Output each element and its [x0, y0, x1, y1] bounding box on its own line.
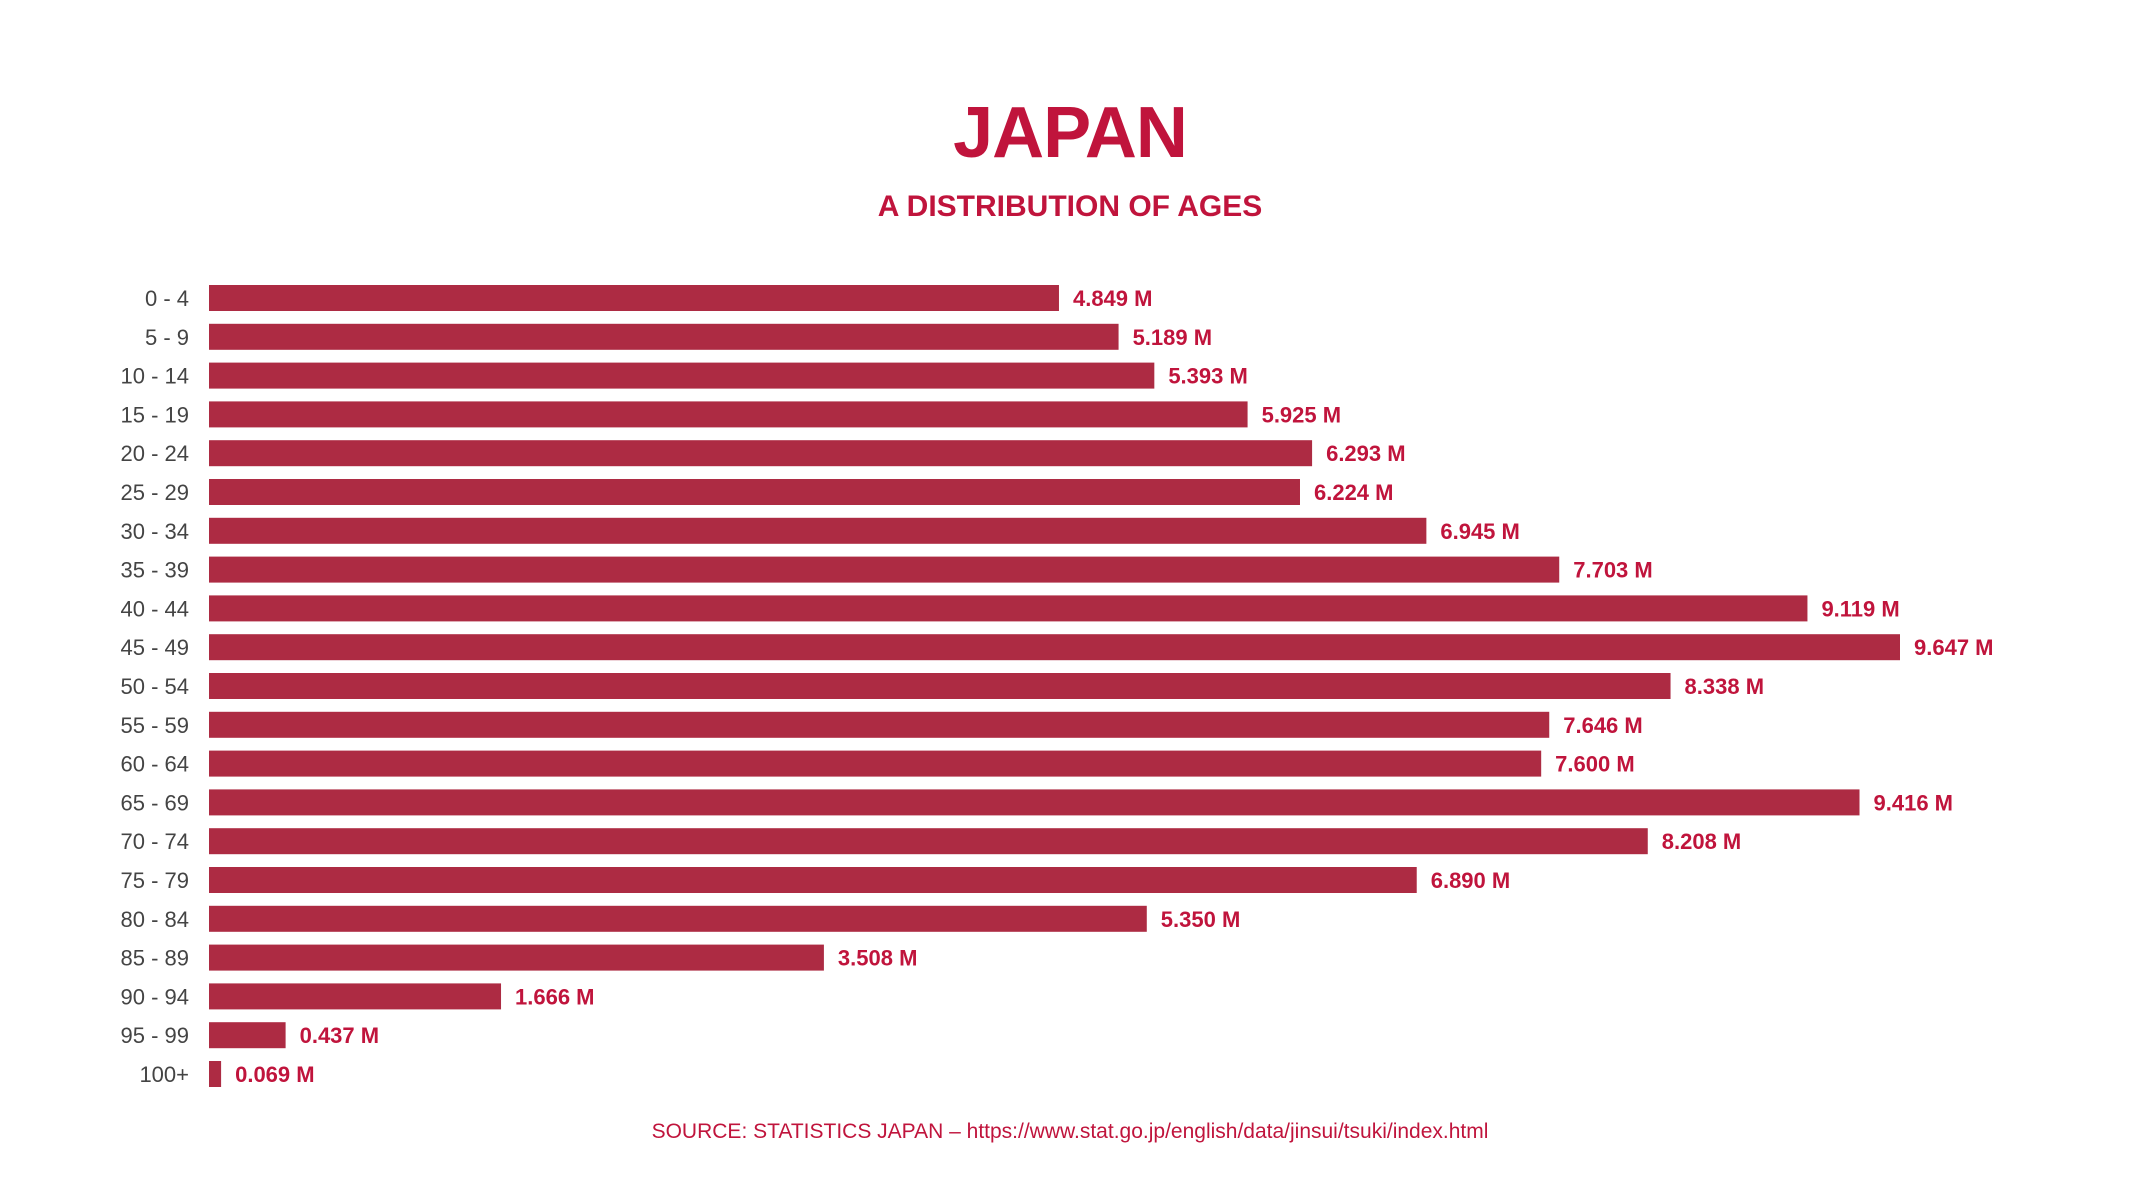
category-label: 25 - 29: [121, 480, 190, 505]
value-label: 5.350 M: [1161, 907, 1241, 932]
value-label: 5.925 M: [1262, 402, 1342, 427]
category-label: 65 - 69: [121, 790, 190, 815]
bar: [209, 556, 1560, 583]
category-label: 35 - 39: [121, 558, 190, 583]
value-label: 1.666 M: [515, 984, 595, 1009]
source-note: SOURCE: STATISTICS JAPAN – https://www.s…: [651, 1120, 1489, 1143]
category-label: 30 - 34: [121, 519, 190, 544]
value-label: 9.647 M: [1914, 635, 1994, 660]
bar: [209, 983, 502, 1010]
value-label: 6.945 M: [1440, 519, 1520, 544]
value-label: 7.703 M: [1573, 558, 1653, 583]
bar: [209, 905, 1147, 932]
category-label: 80 - 84: [121, 907, 190, 932]
value-label: 5.189 M: [1133, 325, 1213, 350]
category-label: 15 - 19: [121, 402, 190, 427]
bar: [209, 285, 1059, 311]
value-label: 6.890 M: [1431, 868, 1511, 893]
bar: [209, 944, 824, 971]
value-label: 9.119 M: [1821, 596, 1899, 621]
bar: [209, 711, 1550, 738]
value-label: 6.293 M: [1326, 441, 1406, 466]
bar: [209, 867, 1417, 893]
category-label: 95 - 99: [121, 1023, 190, 1048]
category-label: 0 - 4: [145, 286, 189, 311]
category-label: 60 - 64: [121, 752, 190, 777]
bar: [209, 673, 1671, 699]
category-label: 50 - 54: [121, 674, 190, 699]
value-label: 5.393 M: [1168, 364, 1248, 389]
value-label: 6.224 M: [1314, 480, 1394, 505]
bar: [209, 323, 1119, 350]
category-label: 75 - 79: [121, 868, 190, 893]
category-label: 20 - 24: [121, 441, 190, 466]
chart-subtitle: A DISTRIBUTION OF AGES: [877, 190, 1263, 223]
bar: [209, 1061, 222, 1087]
category-label: 85 - 89: [121, 946, 190, 971]
bar: [209, 828, 1648, 855]
bar: [209, 517, 1427, 544]
bar: [209, 634, 1900, 661]
bar: [209, 401, 1248, 428]
bar: [209, 1022, 286, 1049]
bar: [209, 750, 1542, 777]
value-label: 3.508 M: [838, 946, 918, 971]
category-label: 90 - 94: [121, 984, 190, 1009]
value-label: 7.600 M: [1555, 752, 1635, 777]
value-label: 0.069 M: [235, 1062, 315, 1087]
value-label: 8.338 M: [1685, 674, 1765, 699]
category-label: 70 - 74: [121, 829, 190, 854]
category-label: 45 - 49: [121, 635, 190, 660]
category-label: 5 - 9: [145, 325, 189, 350]
bar: [209, 595, 1808, 622]
bar: [209, 789, 1860, 816]
category-label: 40 - 44: [121, 596, 190, 621]
value-label: 9.416 M: [1874, 790, 1954, 815]
bar: [209, 362, 1155, 389]
bar: [209, 440, 1313, 467]
category-label: 10 - 14: [121, 364, 190, 389]
chart-title: JAPAN: [953, 93, 1188, 173]
value-label: 8.208 M: [1662, 829, 1742, 854]
bar: [209, 479, 1300, 505]
value-label: 0.437 M: [300, 1023, 380, 1048]
category-label: 55 - 59: [121, 713, 190, 738]
value-label: 4.849 M: [1073, 286, 1153, 311]
category-label: 100+: [139, 1062, 189, 1087]
value-label: 7.646 M: [1563, 713, 1643, 738]
